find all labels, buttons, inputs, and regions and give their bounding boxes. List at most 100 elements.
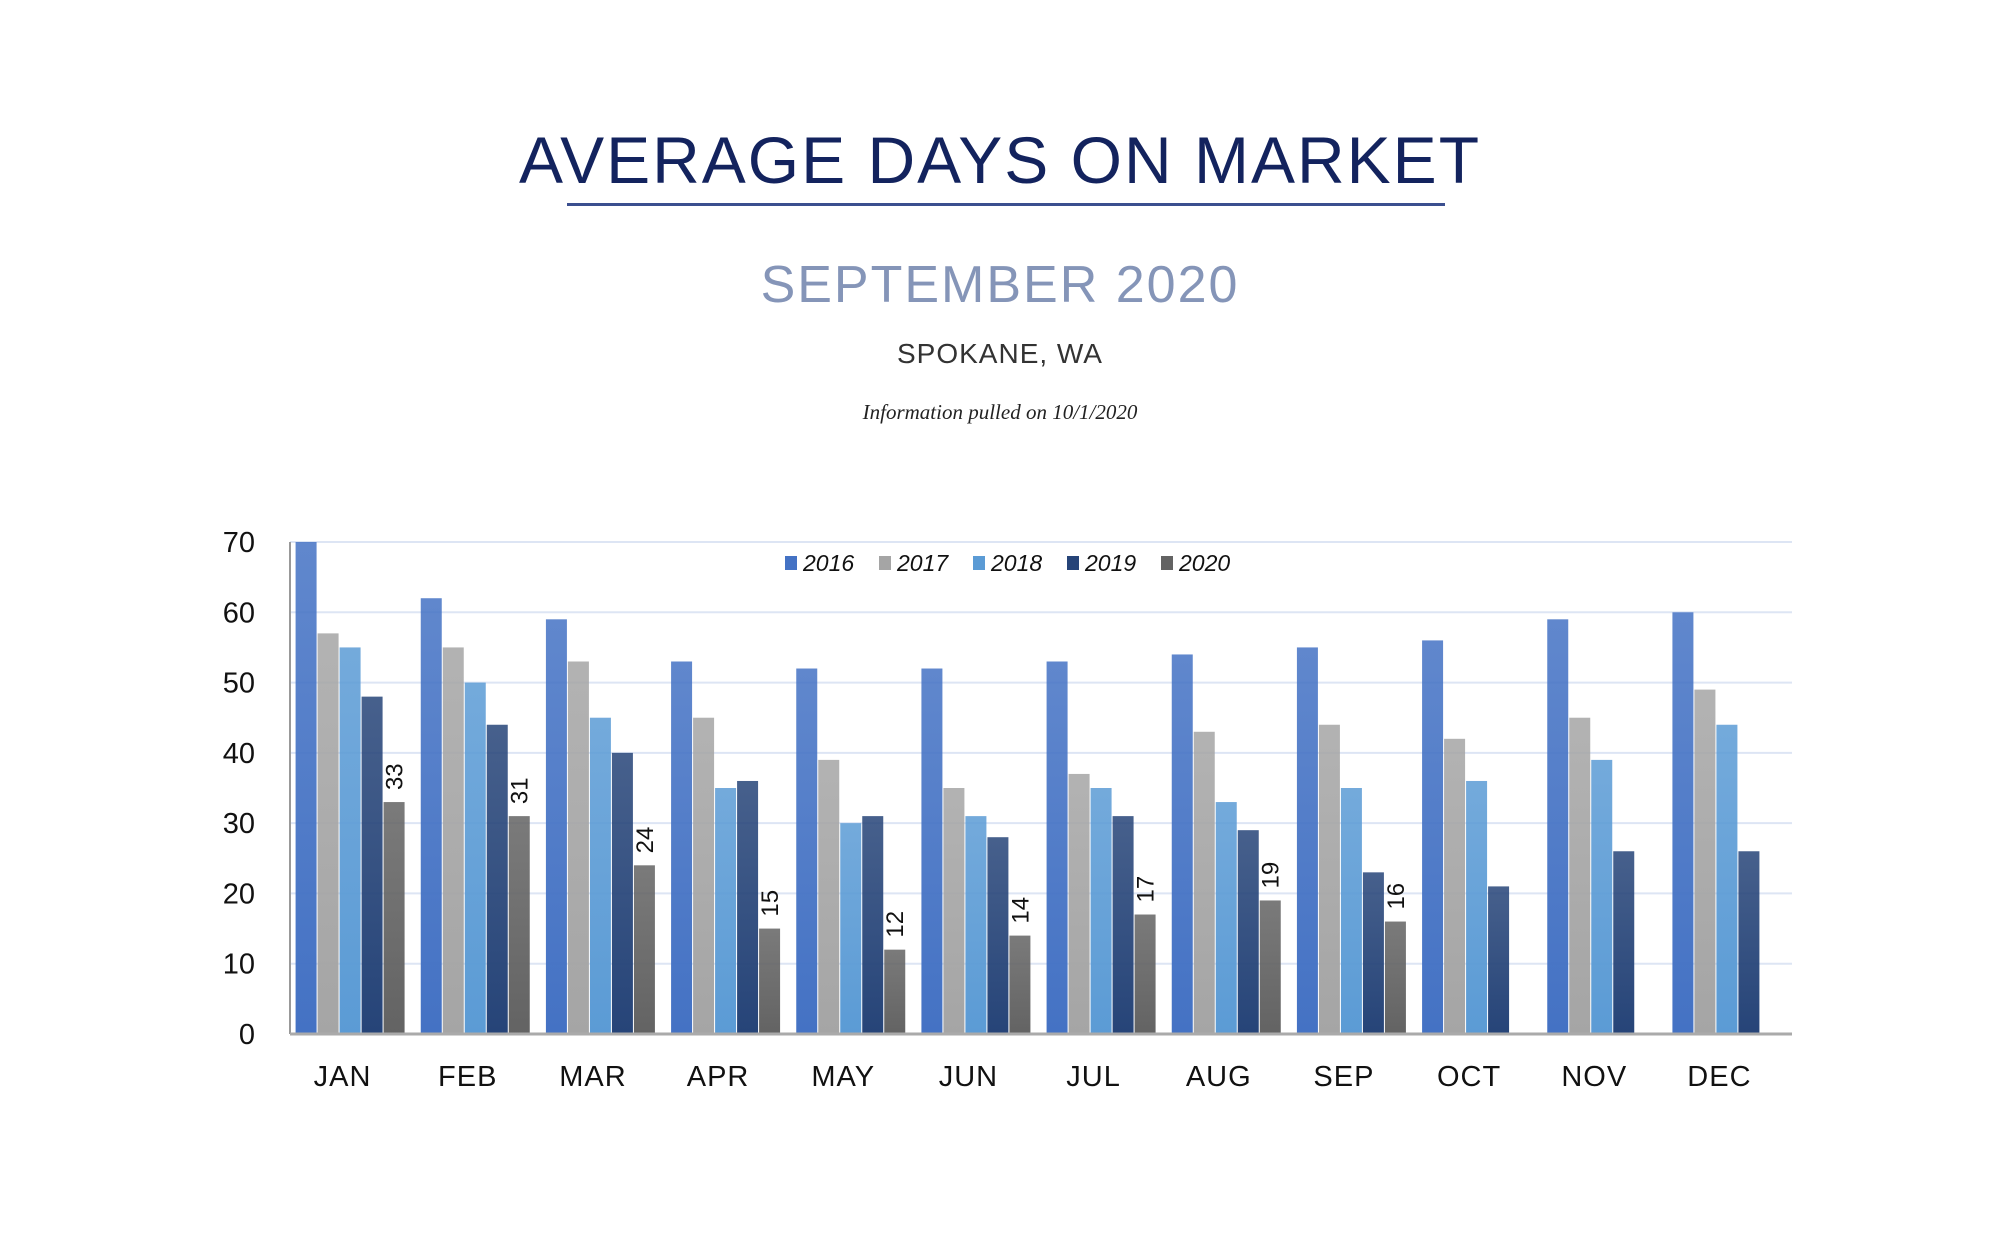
bar-2018-mar bbox=[589, 717, 611, 1034]
x-tick-label: JUL bbox=[1066, 1061, 1121, 1093]
data-label: 31 bbox=[507, 777, 534, 804]
data-label: 24 bbox=[632, 827, 659, 854]
bar-2016-jul bbox=[1046, 661, 1068, 1034]
data-label: 19 bbox=[1258, 862, 1285, 889]
legend-swatch-2019 bbox=[1067, 556, 1079, 570]
bar-2018-jan bbox=[339, 647, 361, 1034]
info-note: Information pulled on 10/1/2020 bbox=[862, 400, 1138, 424]
bar-2019-jan bbox=[361, 696, 383, 1034]
x-tick-label: OCT bbox=[1437, 1061, 1501, 1093]
bar-2018-may bbox=[840, 823, 862, 1034]
bar-2017-oct bbox=[1444, 738, 1466, 1034]
x-tick-label: JAN bbox=[314, 1061, 372, 1093]
page-title: AVERAGE DAYS ON MARKET bbox=[518, 123, 1482, 197]
bar-2017-may bbox=[818, 759, 840, 1034]
bar-2018-aug bbox=[1215, 802, 1237, 1034]
bar-2018-dec bbox=[1716, 724, 1738, 1034]
data-label: 15 bbox=[757, 890, 784, 917]
data-label: 17 bbox=[1133, 876, 1160, 903]
subtitle: SEPTEMBER 2020 bbox=[760, 256, 1240, 314]
legend-swatch-2018 bbox=[973, 556, 985, 570]
data-label: 33 bbox=[382, 763, 409, 790]
y-tick-label: 0 bbox=[239, 1019, 255, 1051]
bar-2019-may bbox=[862, 816, 884, 1034]
bar-2019-jun bbox=[987, 837, 1009, 1034]
bar-2017-nov bbox=[1569, 717, 1591, 1034]
bar-2016-dec bbox=[1672, 612, 1694, 1034]
x-tick-label: SEP bbox=[1313, 1061, 1374, 1093]
bar-2018-sep bbox=[1340, 788, 1362, 1034]
x-tick-label: FEB bbox=[438, 1061, 497, 1093]
x-tick-label: AUG bbox=[1186, 1061, 1252, 1093]
y-tick-label: 50 bbox=[223, 668, 255, 700]
x-tick-label: NOV bbox=[1561, 1061, 1627, 1093]
x-tick-label: DEC bbox=[1687, 1061, 1751, 1093]
y-tick-label: 10 bbox=[223, 949, 255, 981]
bar-2017-mar bbox=[567, 661, 589, 1034]
y-tick-label: 40 bbox=[223, 738, 255, 770]
bar-2018-nov bbox=[1591, 759, 1613, 1034]
data-label: 14 bbox=[1007, 897, 1034, 924]
bar-2017-jun bbox=[943, 788, 965, 1034]
x-tick-label: MAY bbox=[811, 1061, 875, 1093]
bar-2016-feb bbox=[420, 598, 442, 1034]
bar-2019-mar bbox=[611, 752, 633, 1034]
x-tick-label: APR bbox=[687, 1061, 750, 1093]
bar-2020-feb bbox=[508, 816, 530, 1034]
bar-2016-oct bbox=[1422, 640, 1444, 1034]
bar-2020-may bbox=[884, 949, 906, 1034]
bar-2017-feb bbox=[442, 647, 464, 1034]
y-tick-label: 60 bbox=[223, 597, 255, 629]
y-tick-label: 30 bbox=[223, 808, 255, 840]
bar-2020-jan bbox=[383, 802, 405, 1034]
bar-2016-nov bbox=[1547, 619, 1569, 1034]
bar-2017-sep bbox=[1318, 724, 1340, 1034]
title-underline bbox=[567, 203, 1445, 206]
data-label: 16 bbox=[1383, 883, 1410, 910]
legend-label: 2017 bbox=[896, 550, 949, 576]
bar-2020-jun bbox=[1009, 935, 1031, 1034]
bar-2016-apr bbox=[671, 661, 693, 1034]
bar-2019-dec bbox=[1738, 851, 1760, 1034]
location: SPOKANE, WA bbox=[896, 338, 1103, 369]
legend-label: 2018 bbox=[990, 550, 1042, 576]
bar-2016-may bbox=[796, 668, 818, 1034]
bar-2020-aug bbox=[1259, 900, 1281, 1034]
bar-2019-aug bbox=[1237, 830, 1259, 1034]
x-tick-label: MAR bbox=[559, 1061, 626, 1093]
legend-label: 2020 bbox=[1178, 550, 1230, 576]
bar-2017-jan bbox=[317, 633, 339, 1034]
bar-2019-jul bbox=[1112, 816, 1134, 1034]
bar-2017-jul bbox=[1068, 773, 1090, 1034]
bar-2018-feb bbox=[464, 682, 486, 1034]
legend-swatch-2020 bbox=[1161, 556, 1173, 570]
bar-2020-sep bbox=[1384, 921, 1406, 1034]
bar-2018-oct bbox=[1466, 780, 1488, 1034]
bar-2016-aug bbox=[1171, 654, 1193, 1034]
bar-2019-nov bbox=[1613, 851, 1635, 1034]
bar-2017-dec bbox=[1694, 689, 1716, 1034]
bar-2020-jul bbox=[1134, 914, 1156, 1034]
legend-swatch-2016 bbox=[785, 556, 797, 570]
legend-swatch-2017 bbox=[879, 556, 891, 570]
data-label: 12 bbox=[882, 911, 909, 938]
legend-label: 2019 bbox=[1084, 550, 1136, 576]
bar-2019-feb bbox=[486, 724, 508, 1034]
bar-2018-jun bbox=[965, 816, 987, 1034]
bar-2016-jan bbox=[295, 542, 317, 1034]
bar-2019-oct bbox=[1488, 886, 1510, 1034]
bar-2018-jul bbox=[1090, 788, 1112, 1034]
x-tick-label: JUN bbox=[939, 1061, 998, 1093]
bar-2019-apr bbox=[737, 780, 759, 1034]
bar-2016-sep bbox=[1296, 647, 1318, 1034]
bar-2016-mar bbox=[545, 619, 567, 1034]
bar-2020-apr bbox=[759, 928, 781, 1034]
bar-2017-apr bbox=[693, 717, 715, 1034]
legend-label: 2016 bbox=[802, 550, 854, 576]
bar-2016-jun bbox=[921, 668, 943, 1034]
y-tick-label: 20 bbox=[223, 878, 255, 910]
bar-2018-apr bbox=[715, 788, 737, 1034]
bar-2020-mar bbox=[633, 865, 655, 1034]
bar-2017-aug bbox=[1193, 731, 1215, 1034]
